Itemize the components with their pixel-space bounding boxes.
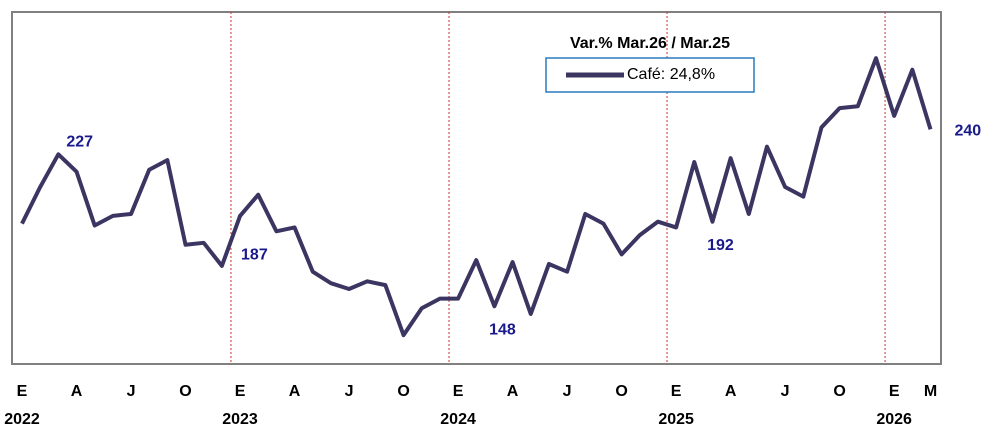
x-tick-label: E (235, 383, 246, 400)
year-label: 2026 (876, 411, 912, 428)
year-label: 2022 (4, 411, 40, 428)
value-label: 192 (707, 237, 734, 254)
year-label: 2025 (658, 411, 694, 428)
x-tick-label: E (17, 383, 28, 400)
x-tick-label: J (345, 383, 354, 400)
x-tick-label: A (71, 383, 83, 400)
plot-frame (11, 11, 942, 365)
x-tick-label: O (615, 383, 627, 400)
value-label: 148 (489, 322, 516, 339)
x-tick-label: J (781, 383, 790, 400)
x-tick-label: A (507, 383, 519, 400)
x-tick-label: E (671, 383, 682, 400)
x-tick-label: O (179, 383, 191, 400)
year-label: 2023 (222, 411, 258, 428)
value-label: 227 (66, 134, 93, 151)
x-tick-label: A (725, 383, 737, 400)
x-tick-label: J (127, 383, 136, 400)
x-tick-label: O (833, 383, 845, 400)
line-series (20, 56, 933, 338)
x-tick-label: M (924, 383, 937, 400)
value-label: 240 (955, 123, 982, 140)
x-tick-label: A (289, 383, 301, 400)
x-tick-label: E (889, 383, 900, 400)
x-tick-label: J (563, 383, 572, 400)
legend-title: Var.% Mar.26 / Mar.25 (570, 35, 730, 52)
x-tick-label: E (453, 383, 464, 400)
year-label: 2024 (440, 411, 476, 428)
x-tick-label: O (397, 383, 409, 400)
value-label: 187 (241, 246, 268, 263)
legend-label: Café: 24,8% (627, 66, 715, 83)
